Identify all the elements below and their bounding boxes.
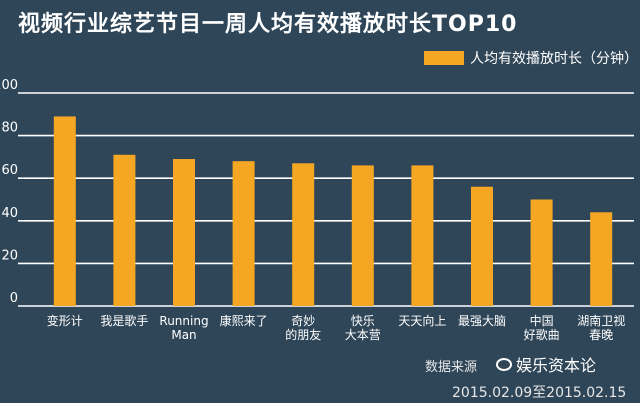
bar <box>232 161 255 306</box>
bar <box>530 199 553 306</box>
x-tick-label: 变形计 <box>47 313 83 328</box>
y-tick-label: 100 <box>0 78 18 93</box>
bar <box>113 154 136 306</box>
x-tick-label: 湖南卫视春晚 <box>577 313 625 342</box>
y-tick-label: 20 <box>1 248 18 263</box>
bar <box>53 116 76 307</box>
bar <box>411 165 434 306</box>
x-tick-label: 快乐大本营 <box>345 314 381 342</box>
y-tick-label: 0 <box>10 291 18 306</box>
bar <box>351 165 374 306</box>
bar <box>173 159 195 306</box>
x-tick-label: 最强大脑 <box>458 314 506 328</box>
x-tick-label: 奇妙的朋友 <box>285 314 321 342</box>
x-tick-label: 天天向上 <box>398 313 446 328</box>
bar <box>590 212 613 306</box>
legend-swatch <box>424 51 464 65</box>
chat-bubble-icon <box>496 357 512 371</box>
date-range: 2015.02.09至2015.02.15 <box>452 385 627 401</box>
watermark: 娱乐资本论 <box>496 352 596 376</box>
chart-legend: 人均有效播放时长（分钟） <box>424 48 638 68</box>
chart-title: 视频行业综艺节目一周人均有效播放时长TOP10 <box>18 12 518 37</box>
x-tick-label: 我是歌手 <box>100 313 148 328</box>
legend-label: 人均有效播放时长（分钟） <box>470 51 638 67</box>
y-tick-label: 80 <box>1 121 18 136</box>
x-tick-label: Running Man <box>159 314 208 342</box>
bar <box>471 186 493 306</box>
y-tick-label: 40 <box>1 206 18 221</box>
source-text: 数据来源 <box>425 360 478 375</box>
x-tick-label: 中国好歌曲 <box>524 313 560 342</box>
bar <box>292 163 315 306</box>
x-tick-label: 康熙来了 <box>220 313 268 328</box>
y-tick-label: 60 <box>1 163 18 178</box>
watermark-label: 娱乐资本论 <box>516 356 597 375</box>
